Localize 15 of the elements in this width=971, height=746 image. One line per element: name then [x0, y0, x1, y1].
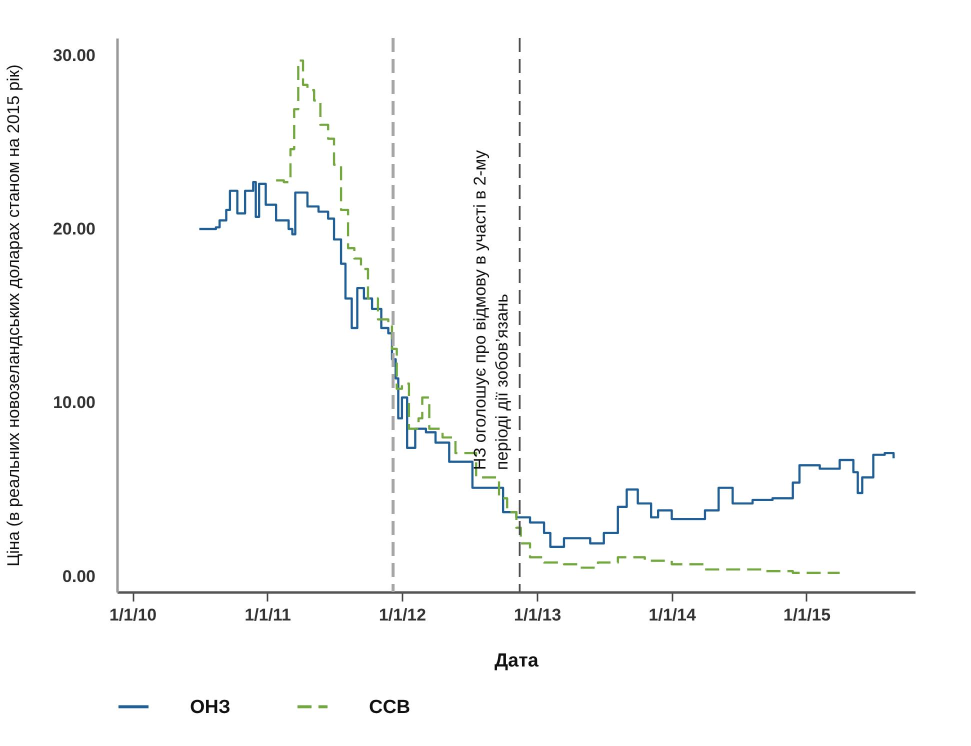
x-tick-label: 1/1/13 — [514, 606, 562, 624]
x-tick-label: 1/1/10 — [109, 606, 157, 624]
y-tick-label: 30.00 — [52, 46, 96, 65]
x-tick-label: 1/1/14 — [648, 606, 696, 624]
y-tick-label: 0.00 — [62, 566, 96, 586]
legend-label: ОНЗ — [190, 696, 230, 718]
legend-label: ССВ — [369, 696, 410, 718]
ref-line-label: НЗ оголошує про відмову в участі в 2-му періоді дії зобов’язань — [470, 150, 512, 470]
x-axis-title: Дата — [494, 650, 539, 672]
y-tick-label: 20.00 — [52, 220, 96, 239]
y-tick-label: 10.00 — [52, 393, 96, 412]
y-axis-title: Ціна (в реальних новозеландських доларах станом на 2015 рік) — [4, 64, 23, 566]
x-tick-label: 1/1/15 — [783, 606, 831, 624]
x-tick-label: 1/1/12 — [378, 606, 426, 624]
x-tick-label: 1/1/11 — [244, 606, 291, 624]
